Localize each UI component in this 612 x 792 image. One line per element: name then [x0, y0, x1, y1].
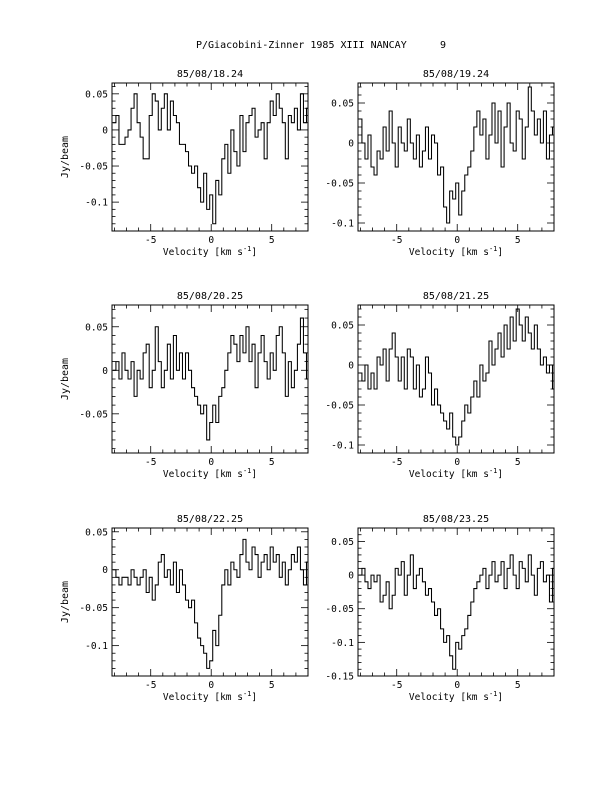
y-axis-label: Jy/beam	[60, 358, 71, 400]
plot-frame	[111, 82, 309, 232]
y-tick-label: 0	[348, 361, 354, 372]
x-axis-label: Velocity [km s-1]	[409, 690, 503, 703]
panel-title: 85/08/21.25	[423, 291, 489, 302]
plot-frame	[111, 527, 309, 677]
x-axis-label: Velocity [km s-1]	[409, 467, 503, 480]
y-axis-label: Jy/beam	[60, 581, 71, 623]
plot-frame	[357, 304, 555, 454]
y-tick-label: 0.05	[331, 537, 354, 548]
x-tick-label: 5	[515, 680, 521, 691]
x-tick-label: 0	[208, 680, 214, 691]
x-tick-label: 0	[208, 235, 214, 246]
x-tick-label: -5	[391, 457, 402, 468]
panel-title: 85/08/19.24	[423, 69, 489, 80]
panel-title: 85/08/22.25	[177, 514, 243, 525]
x-tick-label: 5	[269, 235, 275, 246]
figure-header-left: P/Giacobini-Zinner 1985 XIII NANCAY	[196, 40, 407, 51]
y-tick-label: -0.05	[325, 604, 354, 615]
y-tick-label: 0.05	[331, 99, 354, 110]
spectrum-panel-3: 85/08/20.25 -5 0 5 -0.05 0 0.05 Velocity [km s-…	[60, 291, 309, 480]
y-tick-label: 0	[102, 565, 108, 576]
spectrum-line	[358, 554, 554, 670]
x-axis-label: Velocity [km s-1]	[163, 245, 257, 258]
y-tick-label: -0.1	[331, 441, 354, 452]
spectrum-line	[358, 308, 554, 446]
spectrum-line	[112, 538, 308, 669]
x-tick-label: -5	[391, 235, 402, 246]
spectrum-panel-4: 85/08/21.25 -5 0 5 -0.1 -0.05 0 0.05 Velocity [k…	[325, 291, 555, 480]
y-tick-label: 0.05	[85, 527, 108, 538]
x-axis-label: Velocity [km s-1]	[163, 690, 257, 703]
y-axis-label: Jy/beam	[60, 136, 71, 178]
y-tick-label: 0	[102, 125, 108, 136]
y-tick-label: 0	[102, 366, 108, 377]
x-tick-label: -5	[145, 235, 156, 246]
y-tick-label: -0.05	[79, 162, 108, 173]
y-tick-label: -0.1	[85, 641, 108, 652]
y-tick-label: -0.1	[85, 198, 108, 209]
x-tick-label: 0	[454, 235, 460, 246]
y-tick-label: -0.05	[79, 603, 108, 614]
x-axis-label: Velocity [km s-1]	[409, 245, 503, 258]
spectrum-panel-1: 85/08/18.24 -5 0 5 -0.1 -0.05 0 0.05 Velocity [k…	[60, 69, 309, 258]
y-tick-label: -0.05	[325, 401, 354, 412]
y-tick-label: 0.05	[331, 321, 354, 332]
spectrum-panel-6: 85/08/23.25 -5 0 5 -0.15 -0.1 -0.05 0 0.05 Veloci…	[325, 514, 555, 703]
x-tick-label: 5	[515, 235, 521, 246]
y-tick-label: 0.05	[85, 322, 108, 333]
x-axis-label: Velocity [km s-1]	[163, 467, 257, 480]
spectrum-panel-2: 85/08/19.24 -5 0 5 -0.1 -0.05 0 0.05 Velocity [k…	[325, 69, 555, 258]
y-tick-label: 0.05	[85, 89, 108, 100]
x-tick-label: -5	[145, 680, 156, 691]
x-tick-label: 0	[208, 457, 214, 468]
spectrum-line	[112, 317, 308, 441]
x-tick-label: 5	[269, 680, 275, 691]
figure-header-right: 9	[440, 40, 446, 51]
x-tick-label: -5	[391, 680, 402, 691]
y-tick-label: 0	[348, 139, 354, 150]
spectrum-panel-5: 85/08/22.25 -5 0 5 -0.1 -0.05 0 0.05 Velocity [k…	[60, 514, 309, 703]
y-tick-label: -0.05	[325, 179, 354, 190]
x-tick-label: 0	[454, 457, 460, 468]
x-tick-label: 0	[454, 680, 460, 691]
x-tick-label: 5	[515, 457, 521, 468]
y-tick-label: -0.15	[325, 672, 354, 683]
panel-title: 85/08/20.25	[177, 291, 243, 302]
plot-frame	[357, 82, 555, 232]
y-tick-label: -0.1	[331, 219, 354, 230]
y-tick-label: -0.05	[79, 409, 108, 420]
y-tick-label: -0.1	[331, 638, 354, 649]
spectrum-line	[112, 93, 308, 225]
panel-title: 85/08/23.25	[423, 514, 489, 525]
x-tick-label: 5	[269, 457, 275, 468]
spectrum-line	[358, 86, 554, 224]
y-tick-label: 0	[348, 571, 354, 582]
x-tick-label: -5	[145, 457, 156, 468]
panel-title: 85/08/18.24	[177, 69, 243, 80]
